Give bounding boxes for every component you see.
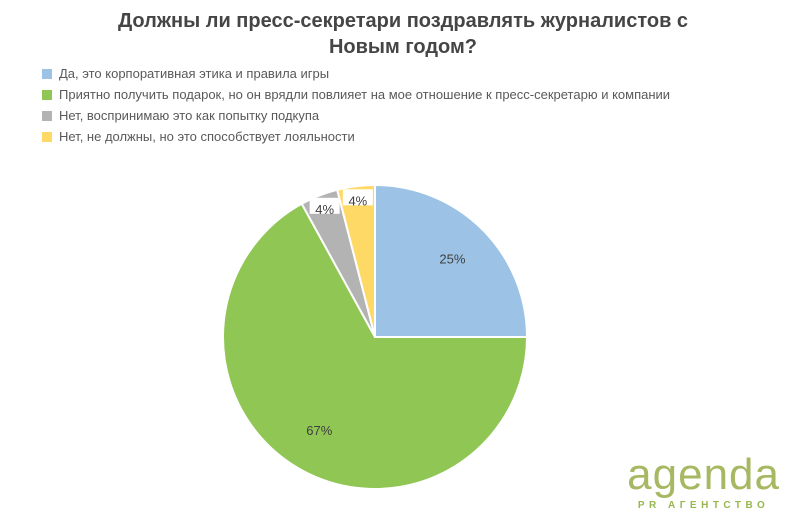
- chart-title-line1: Должны ли пресс-секретари поздравлять жу…: [117, 10, 689, 32]
- legend-swatch: [42, 68, 52, 79]
- legend-item: Нет, воспринимаю это как попытку подкупа: [42, 108, 670, 123]
- legend-swatch: [42, 89, 52, 100]
- legend-label: Нет, не должны, но это способствует лоял…: [59, 129, 355, 144]
- chart-title: Должны ли пресс-секретари поздравлять жу…: [33, 8, 773, 60]
- legend-label: Да, это корпоративная этика и правила иг…: [59, 66, 330, 81]
- legend: Да, это корпоративная этика и правила иг…: [42, 66, 670, 150]
- pie-label-3: 4%: [348, 193, 367, 208]
- chart-title-line2: Новым годом?: [328, 36, 478, 58]
- legend-swatch: [42, 110, 52, 121]
- pie-slice-0: [374, 184, 528, 338]
- pie-label-background: [342, 189, 373, 206]
- pie-chart: 25% 67% 4% 4%: [222, 184, 528, 490]
- pie-slice-1: [222, 202, 528, 490]
- logo: agenda PR АГЕНТСТВО: [627, 450, 780, 512]
- pie-label-1: 67%: [306, 423, 332, 438]
- legend-label: Нет, воспринимаю это как попытку подкупа: [59, 108, 320, 123]
- pie-label-background: [309, 197, 340, 214]
- logo-wordmark: agenda: [627, 450, 780, 499]
- logo-subtitle: PR АГЕНТСТВО: [637, 500, 770, 511]
- legend-label: Приятно получить подарок, но он врядли п…: [59, 87, 671, 102]
- legend-item: Нет, не должны, но это способствует лоял…: [42, 129, 670, 144]
- legend-item: Да, это корпоративная этика и правила иг…: [42, 66, 670, 81]
- pie-label-2: 4%: [315, 202, 334, 217]
- legend-item: Приятно получить подарок, но он врядли п…: [42, 87, 670, 102]
- legend-swatch: [42, 131, 52, 142]
- pie-label-0: 25%: [439, 252, 465, 267]
- pie-slice-3: [336, 184, 376, 338]
